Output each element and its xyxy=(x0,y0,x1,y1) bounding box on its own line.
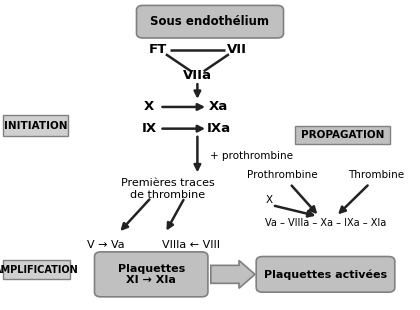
Text: V → Va: V → Va xyxy=(87,240,125,250)
Text: IX: IX xyxy=(142,122,157,135)
Text: Plaquettes
XI → XIa: Plaquettes XI → XIa xyxy=(118,264,185,285)
FancyBboxPatch shape xyxy=(256,257,395,292)
Bar xyxy=(3,260,70,279)
Bar xyxy=(295,126,390,144)
FancyArrow shape xyxy=(211,260,255,288)
FancyBboxPatch shape xyxy=(136,6,284,38)
Text: Sous endothélium: Sous endothélium xyxy=(150,15,270,28)
Text: VIIa: VIIa xyxy=(183,69,212,82)
Text: AMPLIFICATION: AMPLIFICATION xyxy=(0,265,79,275)
Text: Thrombine: Thrombine xyxy=(348,170,404,180)
Text: VIIIa ← VIII: VIIIa ← VIII xyxy=(162,240,220,250)
Text: IXa: IXa xyxy=(206,122,231,135)
Bar xyxy=(3,116,68,136)
FancyBboxPatch shape xyxy=(94,252,208,297)
Text: Plaquettes activées: Plaquettes activées xyxy=(264,269,387,280)
Text: Xa: Xa xyxy=(209,100,228,113)
Text: X: X xyxy=(144,100,154,113)
Text: Premières traces
de thrombine: Premières traces de thrombine xyxy=(121,178,215,200)
Text: PROPAGATION: PROPAGATION xyxy=(301,130,384,140)
Text: INITIATION: INITIATION xyxy=(4,121,68,131)
Text: Va – VIIIa – Xa – IXa – XIa: Va – VIIIa – Xa – IXa – XIa xyxy=(265,218,386,228)
Text: Prothrombine: Prothrombine xyxy=(247,170,318,180)
Text: + prothrombine: + prothrombine xyxy=(210,151,293,161)
Text: VII: VII xyxy=(227,43,247,56)
Text: X: X xyxy=(265,195,272,205)
Text: FT: FT xyxy=(148,43,167,56)
